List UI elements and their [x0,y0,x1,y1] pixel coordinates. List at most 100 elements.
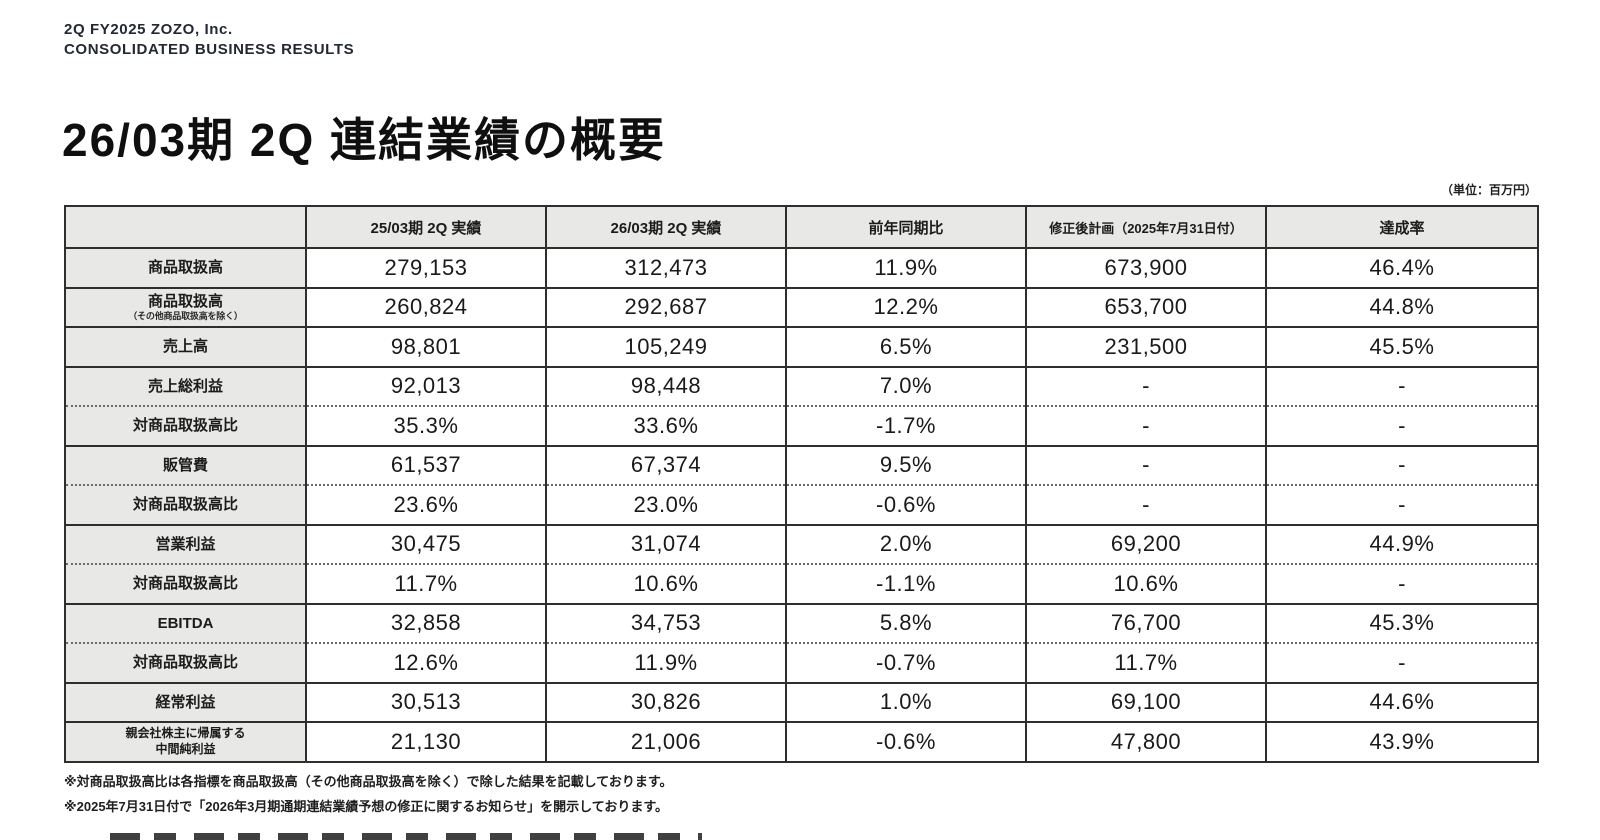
row-label: 対商品取扱高比 [65,485,306,525]
row-label: 販管費 [65,445,306,485]
table-row: 販管費 61,537 67,374 9.5% - - [65,445,1538,485]
table-header-row: 25/03期 2Q 実績 26/03期 2Q 実績 前年同期比 修正後計画（20… [65,206,1538,248]
value-cell: 30,475 [305,524,546,564]
value-cell: 292,687 [545,287,786,327]
value-cell: - [1265,485,1538,525]
row-label: 売上高 [65,327,306,367]
row-label: 経常利益 [65,682,306,722]
value-cell: -1.1% [785,564,1026,604]
value-cell: -0.6% [785,722,1026,762]
value-cell: 43.9% [1265,722,1538,762]
value-cell: - [1025,406,1266,446]
value-cell: 21,006 [545,722,786,762]
value-cell: 67,374 [545,445,786,485]
row-label: 商品取扱高 [65,248,306,288]
value-cell: - [1025,445,1266,485]
value-cell: 69,200 [1025,524,1266,564]
value-cell: 44.8% [1265,287,1538,327]
table-row: 親会社株主に帰属する 中間純利益 21,130 21,006 -0.6% 47,800 43… [65,722,1538,762]
table-row: 商品取扱高 279,153 312,473 11.9% 673,900 46.4% [65,248,1538,288]
row-label: 対商品取扱高比 [65,406,306,446]
value-cell: 46.4% [1265,248,1538,288]
table-row: 対商品取扱高比 23.6% 23.0% -0.6% - - [65,485,1538,525]
cropped-next-content-artifact [110,833,702,840]
value-cell: 31,074 [545,524,786,564]
value-cell: 45.5% [1265,327,1538,367]
value-cell: -0.7% [785,643,1026,683]
table-row: 売上総利益 92,013 98,448 7.0% - - [65,366,1538,406]
value-cell: 76,700 [1025,603,1266,643]
row-label: 売上総利益 [65,366,306,406]
value-cell: 6.5% [785,327,1026,367]
value-cell: 10.6% [545,564,786,604]
value-cell: - [1265,564,1538,604]
value-cell: - [1265,643,1538,683]
results-table: 25/03期 2Q 実績 26/03期 2Q 実績 前年同期比 修正後計画（20… [64,205,1539,763]
table-row: 対商品取扱高比 11.7% 10.6% -1.1% 10.6% - [65,564,1538,604]
value-cell: 21,130 [305,722,546,762]
page-title: 26/03期 2Q 連結業績の概要 [62,114,667,166]
eyebrow-line2: CONSOLIDATED BUSINESS RESULTS [64,41,355,59]
value-cell: 23.6% [305,485,546,525]
row-label: EBITDA [65,603,306,643]
value-cell: 9.5% [785,445,1026,485]
value-cell: 279,153 [305,248,546,288]
value-cell: 61,537 [305,445,546,485]
header-cell-label [65,206,306,248]
value-cell: - [1265,406,1538,446]
row-label: 営業利益 [65,524,306,564]
value-cell: 98,448 [545,366,786,406]
value-cell: 44.9% [1265,524,1538,564]
header-cell-prev-actual: 25/03期 2Q 実績 [305,206,546,248]
row-label: 対商品取扱高比 [65,643,306,683]
value-cell: - [1265,366,1538,406]
value-cell: 30,826 [545,682,786,722]
value-cell: 653,700 [1025,287,1266,327]
value-cell: 105,249 [545,327,786,367]
row-label: 商品取扱高 （その他商品取扱高を除く） [65,287,306,327]
value-cell: -1.7% [785,406,1026,446]
header-cell-yoy: 前年同期比 [785,206,1026,248]
value-cell: 11.9% [785,248,1026,288]
eyebrow-line1: 2Q FY2025 ZOZO, Inc. [64,21,233,38]
value-cell: -0.6% [785,485,1026,525]
slide-eyebrow: 2Q FY2025 ZOZO, Inc. CONSOLIDATED BUSINE… [64,20,354,61]
value-cell: 11.9% [545,643,786,683]
value-cell: 35.3% [305,406,546,446]
header-cell-current-actual: 26/03期 2Q 実績 [545,206,786,248]
table-row: 対商品取扱高比 35.3% 33.6% -1.7% - - [65,406,1538,446]
value-cell: 11.7% [305,564,546,604]
table-row: 経常利益 30,513 30,826 1.0% 69,100 44.6% [65,682,1538,722]
value-cell: 673,900 [1025,248,1266,288]
table-row: 売上高 98,801 105,249 6.5% 231,500 45.5% [65,327,1538,367]
table-row: 商品取扱高 （その他商品取扱高を除く） 260,824 292,687 12.2% 653… [65,287,1538,327]
value-cell: 23.0% [545,485,786,525]
table-row: EBITDA 32,858 34,753 5.8% 76,700 45.3% [65,603,1538,643]
value-cell: 12.2% [785,287,1026,327]
value-cell: - [1025,485,1266,525]
value-cell: 11.7% [1025,643,1266,683]
value-cell: 34,753 [545,603,786,643]
value-cell: 7.0% [785,366,1026,406]
value-cell: 260,824 [305,287,546,327]
unit-note: （単位：百万円） [1440,183,1537,197]
table-row: 営業利益 30,475 31,074 2.0% 69,200 44.9% [65,524,1538,564]
value-cell: 44.6% [1265,682,1538,722]
value-cell: 33.6% [545,406,786,446]
value-cell: - [1265,445,1538,485]
footnote-1: ※対商品取扱高比は各指標を商品取扱高（その他商品取扱高を除く）で除した結果を記載… [64,774,673,789]
footnote-2: ※2025年7月31日付で「2026年3月期通期連結業績予想の修正に関するお知ら… [64,798,669,814]
header-cell-achievement-rate: 達成率 [1265,206,1538,248]
value-cell: 1.0% [785,682,1026,722]
value-cell: 30,513 [305,682,546,722]
table-row: 対商品取扱高比 12.6% 11.9% -0.7% 11.7% - [65,643,1538,683]
row-label: 親会社株主に帰属する 中間純利益 [65,722,306,762]
value-cell: 45.3% [1265,603,1538,643]
value-cell: 5.8% [785,603,1026,643]
value-cell: 69,100 [1025,682,1266,722]
value-cell: 47,800 [1025,722,1266,762]
value-cell: 10.6% [1025,564,1266,604]
value-cell: 12.6% [305,643,546,683]
value-cell: 32,858 [305,603,546,643]
value-cell: 2.0% [785,524,1026,564]
